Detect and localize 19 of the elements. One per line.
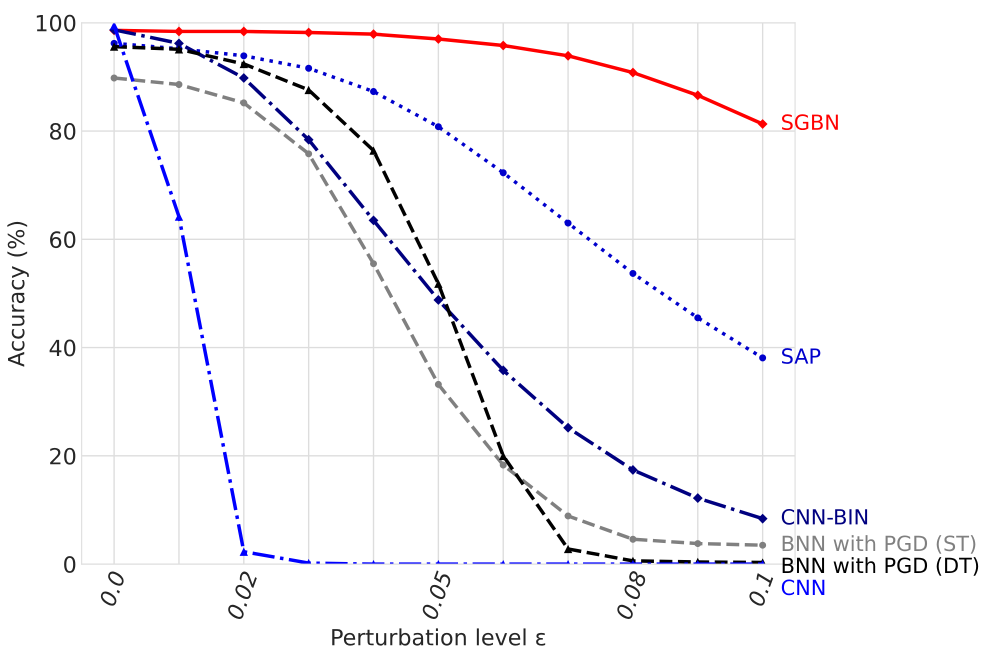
y-tick-label: 20 bbox=[50, 448, 76, 465]
x-tick-label: 0.0 bbox=[98, 570, 126, 608]
y-tick-label: 40 bbox=[50, 340, 76, 356]
series-label: CNN-BIN bbox=[782, 508, 868, 525]
y-tick-label: 60 bbox=[50, 231, 76, 248]
x-axis-title: Perturbation level ε bbox=[332, 628, 546, 646]
y-tick-label: 80 bbox=[50, 123, 76, 140]
y-tick-label: 0 bbox=[64, 556, 76, 573]
x-tick-label: 0.02 bbox=[226, 570, 258, 620]
series-label: SAP bbox=[782, 348, 820, 364]
series-label: BNN with PGD (DT) bbox=[782, 557, 978, 576]
x-tick-label: 0.08 bbox=[615, 570, 648, 620]
series-label: CNN bbox=[782, 579, 824, 596]
y-tick-label: 100 bbox=[36, 14, 76, 32]
y-axis-title: Accuracy (%) bbox=[7, 222, 29, 367]
x-tick-label: 0.1 bbox=[747, 572, 774, 608]
series-label: BNN with PGD (ST) bbox=[782, 535, 976, 554]
x-tick-label: 0.05 bbox=[420, 570, 452, 620]
series-label: SGBN bbox=[782, 114, 838, 130]
